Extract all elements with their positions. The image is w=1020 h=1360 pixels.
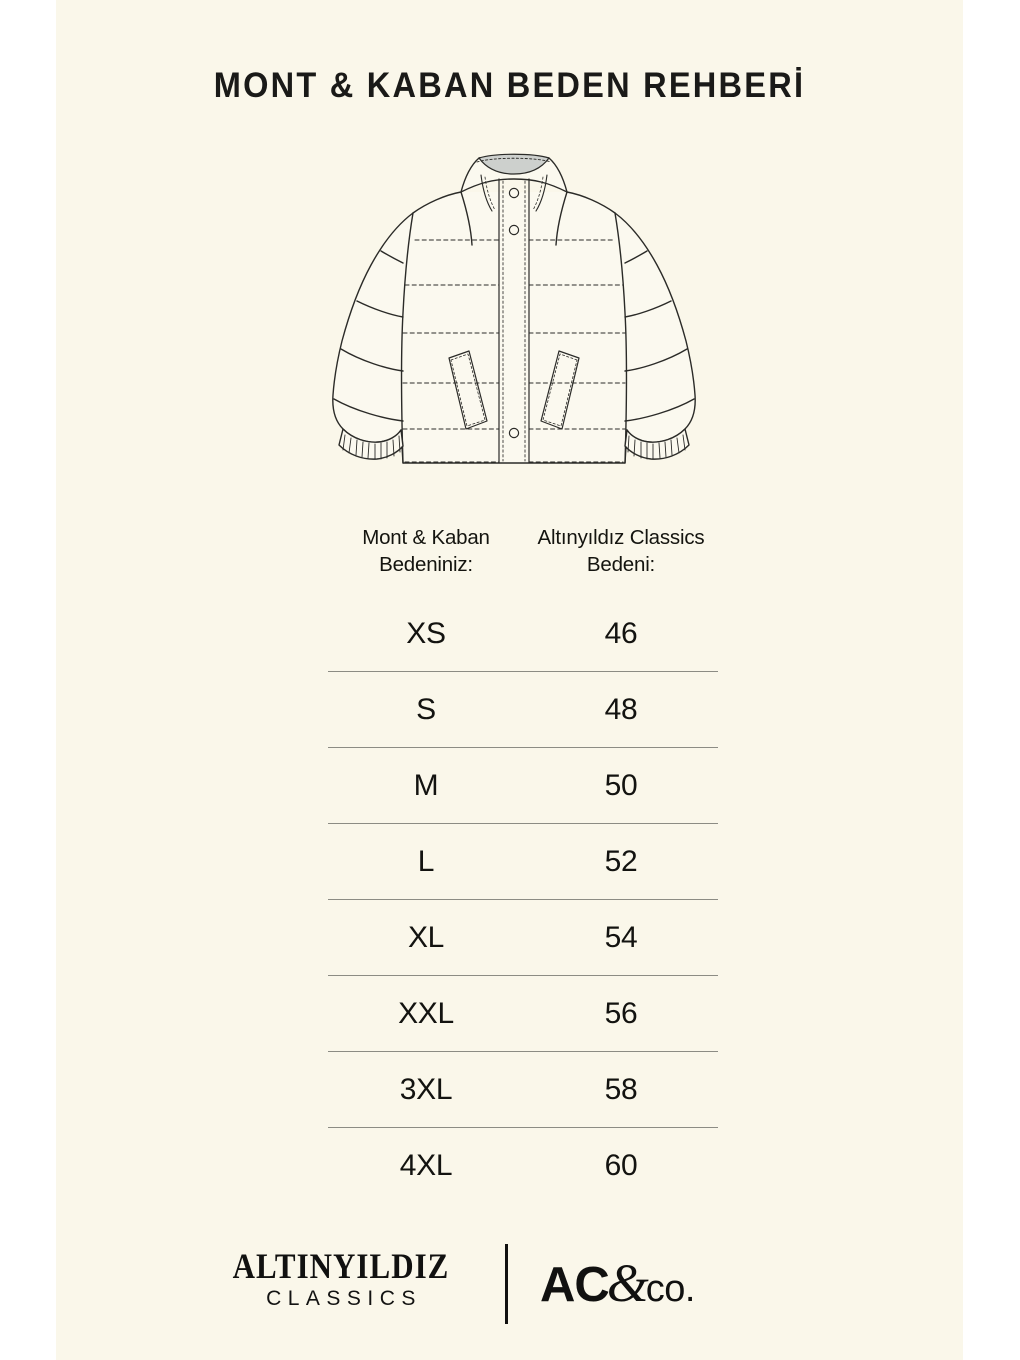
table-row: M 50 (328, 748, 718, 823)
logo-divider (505, 1244, 508, 1324)
page-title: MONT & KABAN BEDEN REHBERİ (213, 66, 806, 105)
cell-numeric: 48 (604, 692, 638, 726)
cell-size: XL (407, 920, 445, 954)
row-divider (328, 823, 718, 824)
column-header-your-size: Mont & Kaban Bedeniniz: (328, 524, 524, 578)
co-suffix: co. (645, 1268, 696, 1310)
cell-numeric: 58 (604, 1072, 638, 1106)
size-table: Mont & Kaban Bedeniniz: Altınyıldız Clas… (328, 524, 718, 1203)
cell-numeric: 52 (604, 844, 638, 878)
table-row: XS 46 (328, 596, 718, 671)
table-row: L 52 (328, 824, 718, 899)
column-header-brand-size-line1: Altınyıldız Classics (537, 526, 705, 549)
column-header-your-size-line1: Mont & Kaban (362, 526, 490, 549)
cell-size: L (417, 844, 435, 878)
row-divider (328, 747, 718, 748)
cell-size: XXL (398, 996, 454, 1030)
table-row: XXL 56 (328, 976, 718, 1051)
column-header-your-size-line2: Bedeniniz: (379, 553, 473, 576)
row-divider (328, 1127, 718, 1128)
cell-size: 3XL (399, 1072, 453, 1106)
cell-numeric: 60 (604, 1148, 638, 1182)
row-divider (328, 671, 718, 672)
footer-brand-lockup: ALTINYILDIZ CLASSICS AC & co. (56, 1238, 963, 1338)
cell-size: S (416, 692, 436, 726)
table-body: XS 46 S 48 M 50 L 52 (328, 596, 718, 1203)
table-row: S 48 (328, 672, 718, 747)
cell-size: M (413, 768, 439, 802)
altinyildiz-wordmark: ALTINYILDIZ (232, 1246, 450, 1286)
table-row: 3XL 58 (328, 1052, 718, 1127)
column-header-brand-size-line2: Bedeni: (586, 553, 656, 576)
row-divider (328, 975, 718, 976)
column-header-brand-size: Altınyıldız Classics Bedeni: (524, 524, 718, 578)
cell-numeric: 54 (604, 920, 638, 954)
ampersand-mark: & (606, 1253, 649, 1313)
table-row: 4XL 60 (328, 1128, 718, 1203)
puffer-jacket-illustration (309, 133, 719, 508)
ac-mark: AC (540, 1258, 610, 1312)
cell-numeric: 46 (604, 616, 638, 650)
table-header-row: Mont & Kaban Bedeniniz: Altınyıldız Clas… (328, 524, 718, 578)
row-divider (328, 899, 718, 900)
ac-and-co-logo: AC & co. (540, 1252, 840, 1314)
cell-numeric: 50 (604, 768, 638, 802)
cell-size: 4XL (399, 1148, 453, 1182)
content-panel: MONT & KABAN BEDEN REHBERİ (56, 0, 963, 1360)
row-divider (328, 1051, 718, 1052)
cell-size: XS (406, 616, 446, 650)
cell-numeric: 56 (604, 996, 638, 1030)
classics-wordmark: CLASSICS (266, 1287, 422, 1310)
table-row: XL 54 (328, 900, 718, 975)
altinyildiz-classics-logo: ALTINYILDIZ CLASSICS (211, 1246, 471, 1312)
